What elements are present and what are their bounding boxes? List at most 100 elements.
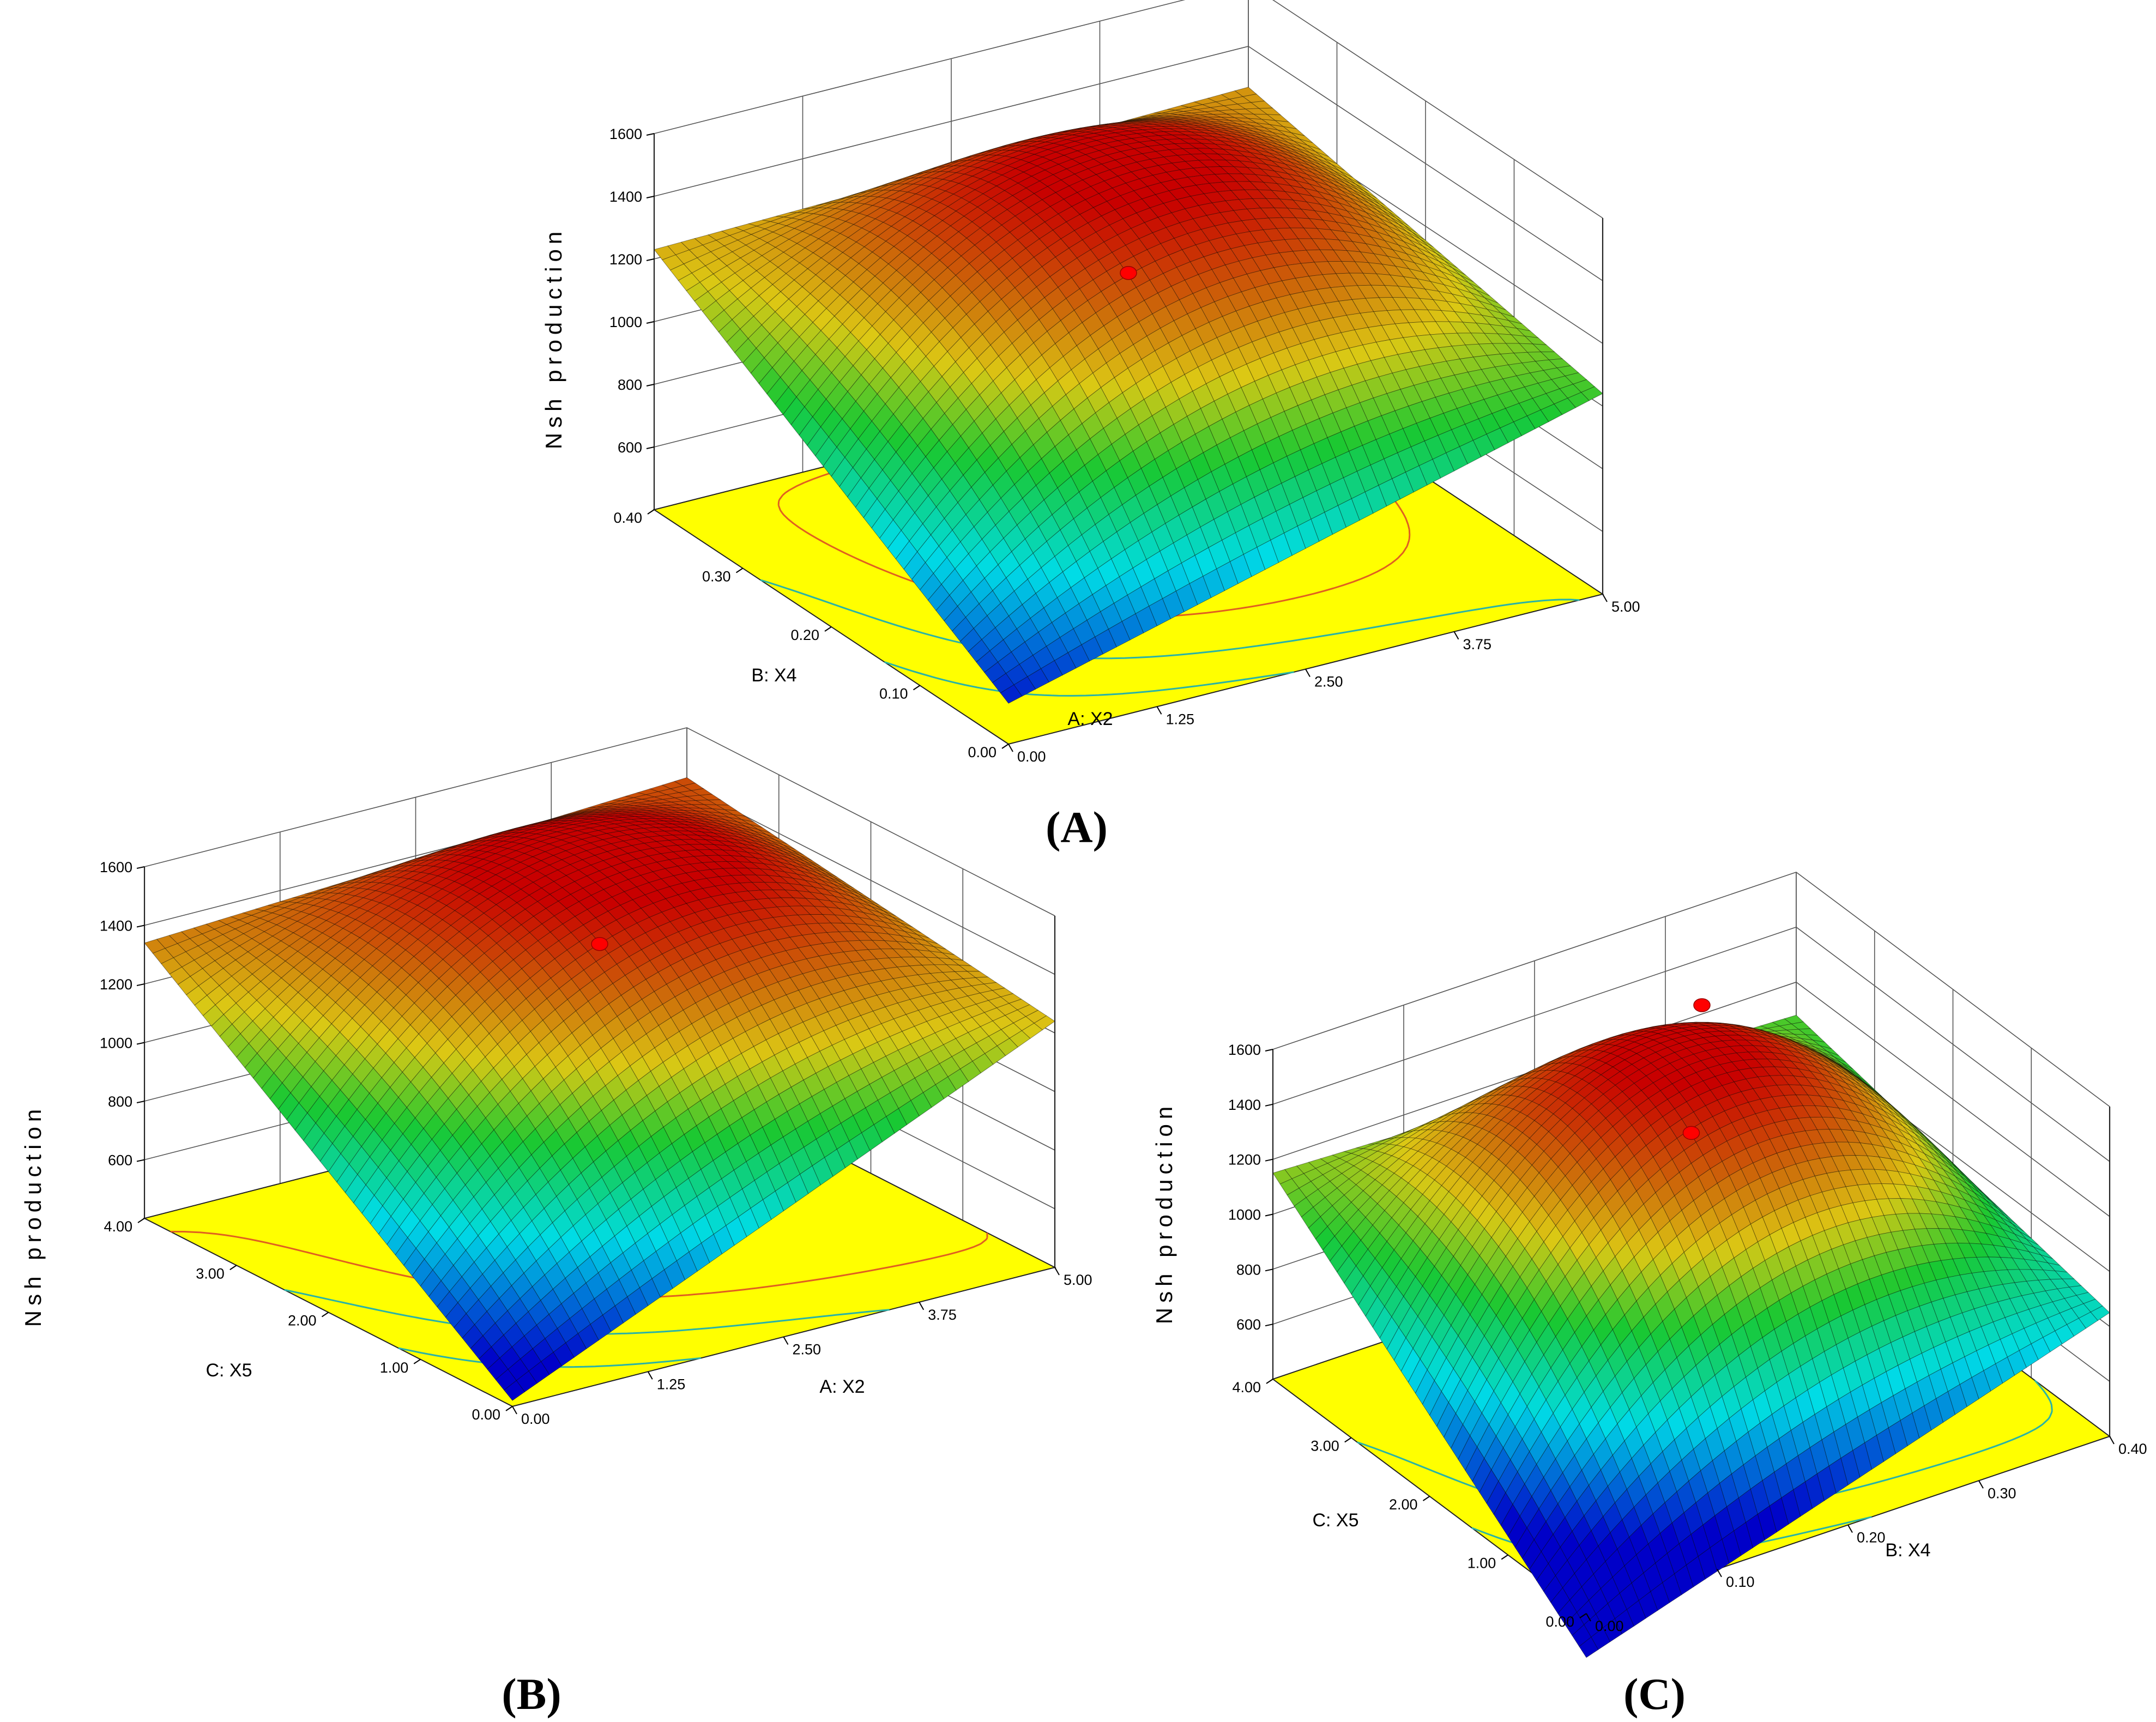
surface-cell xyxy=(1355,196,1378,210)
surface-cell xyxy=(1149,273,1172,294)
surface-cell xyxy=(1275,138,1297,148)
surface-cell xyxy=(1108,621,1131,648)
surface-cell xyxy=(748,255,771,271)
surface-cell xyxy=(1225,137,1248,146)
surface-cell xyxy=(1031,221,1054,239)
surface-cell xyxy=(694,291,717,312)
surface-cell xyxy=(1035,473,1058,500)
surface-cell xyxy=(892,501,915,531)
surface-cell xyxy=(1346,210,1369,224)
surface-cell xyxy=(1532,393,1555,410)
surface-cell xyxy=(494,830,516,835)
surface-cell xyxy=(1090,143,1114,151)
surface-cell xyxy=(909,196,933,208)
surface-cell xyxy=(540,820,561,824)
surface-cell xyxy=(1433,263,1456,277)
surface-cell xyxy=(893,397,915,425)
surface-cell xyxy=(1046,420,1069,447)
surface-cell xyxy=(1114,156,1138,166)
surface-cell xyxy=(844,438,867,468)
surface-cell xyxy=(1152,139,1176,146)
surface-cell xyxy=(887,424,910,453)
x-tick-mark xyxy=(1602,594,1608,602)
surface-cell xyxy=(931,413,953,441)
surface-cell xyxy=(1082,412,1104,439)
surface-cell xyxy=(947,197,970,212)
surface-cell xyxy=(734,831,755,839)
z-tick-mark xyxy=(136,983,145,986)
surface-cell xyxy=(783,212,806,219)
surface-plot-b: 60080010001200140016000.001.252.503.755.… xyxy=(20,727,1092,1719)
surface-cell xyxy=(1090,241,1113,261)
surface-cell xyxy=(914,495,937,524)
surface-cell xyxy=(909,246,932,265)
surface-cell xyxy=(1448,321,1471,334)
surface-cell xyxy=(981,524,1004,553)
surface-cell xyxy=(1014,207,1037,223)
surface-cell xyxy=(1198,159,1221,167)
surface-cell xyxy=(872,311,894,335)
surface-plot-a: 60080010001200140016000.001.252.503.755.… xyxy=(541,0,1640,852)
surface-cell xyxy=(1085,150,1108,160)
surface-cell xyxy=(985,163,1008,172)
surface-cell xyxy=(904,346,926,372)
surface-cell xyxy=(758,829,780,839)
surface-cell xyxy=(1192,287,1215,308)
surface-cell xyxy=(710,245,733,259)
surface-cell xyxy=(788,286,811,307)
surface-cell xyxy=(1210,130,1232,137)
surface-cell xyxy=(866,431,889,460)
surface-cell xyxy=(1023,141,1046,147)
surface-cell xyxy=(1081,636,1103,662)
surface-cell xyxy=(810,281,832,301)
surface-cell xyxy=(1085,129,1108,134)
y-tick-mark xyxy=(647,509,655,515)
surface-cell xyxy=(804,389,827,418)
surface-cell xyxy=(1041,343,1064,368)
surface-cell xyxy=(1243,547,1266,577)
surface-cell xyxy=(572,815,594,819)
y-tick-mark xyxy=(137,1218,145,1223)
surface-cell xyxy=(961,323,983,348)
surface-cell xyxy=(1225,160,1248,168)
surface-cell xyxy=(1446,301,1469,314)
surface-cell xyxy=(486,831,507,837)
x-tick-mark xyxy=(783,1337,789,1345)
surface-cell xyxy=(820,208,844,217)
surface-cell xyxy=(941,172,965,182)
surface-cell xyxy=(1068,179,1091,193)
surface-cell xyxy=(1047,179,1070,193)
surface-cell xyxy=(1486,427,1509,450)
surface-cell xyxy=(1516,372,1539,388)
surface-cell xyxy=(1180,124,1202,128)
surface-cell xyxy=(1211,159,1235,167)
surface-cell xyxy=(1468,282,1490,297)
surface-cell xyxy=(1430,253,1453,268)
z-tick-mark xyxy=(646,258,655,261)
y-tick-mark xyxy=(1001,744,1009,749)
z-tick-mark xyxy=(646,133,655,136)
surface-cell xyxy=(1242,147,1264,155)
surface-cell xyxy=(1452,268,1474,282)
y-tick-mark xyxy=(505,1406,513,1411)
surface-cell xyxy=(859,186,881,194)
surface-cell xyxy=(1063,192,1086,207)
surface-cell xyxy=(1041,256,1064,277)
surface-cell xyxy=(855,488,878,518)
surface-cell xyxy=(1017,146,1040,153)
surface-cell xyxy=(788,231,811,244)
surface-cell xyxy=(745,295,768,317)
surface-cell xyxy=(605,809,626,812)
surface-cell xyxy=(1258,141,1281,150)
surface-cell xyxy=(993,209,1016,226)
surface-cell xyxy=(1204,132,1227,138)
surface-cell xyxy=(1197,107,1219,112)
surface-cell xyxy=(848,227,871,243)
surface-cell xyxy=(1400,231,1423,246)
surface-cell xyxy=(1176,351,1199,375)
surface-cell xyxy=(1063,150,1086,160)
surface-cell xyxy=(804,300,827,323)
y-tick-label: 4.00 xyxy=(104,1218,132,1235)
surface-cell xyxy=(1314,335,1336,357)
surface-cell xyxy=(1054,652,1077,676)
